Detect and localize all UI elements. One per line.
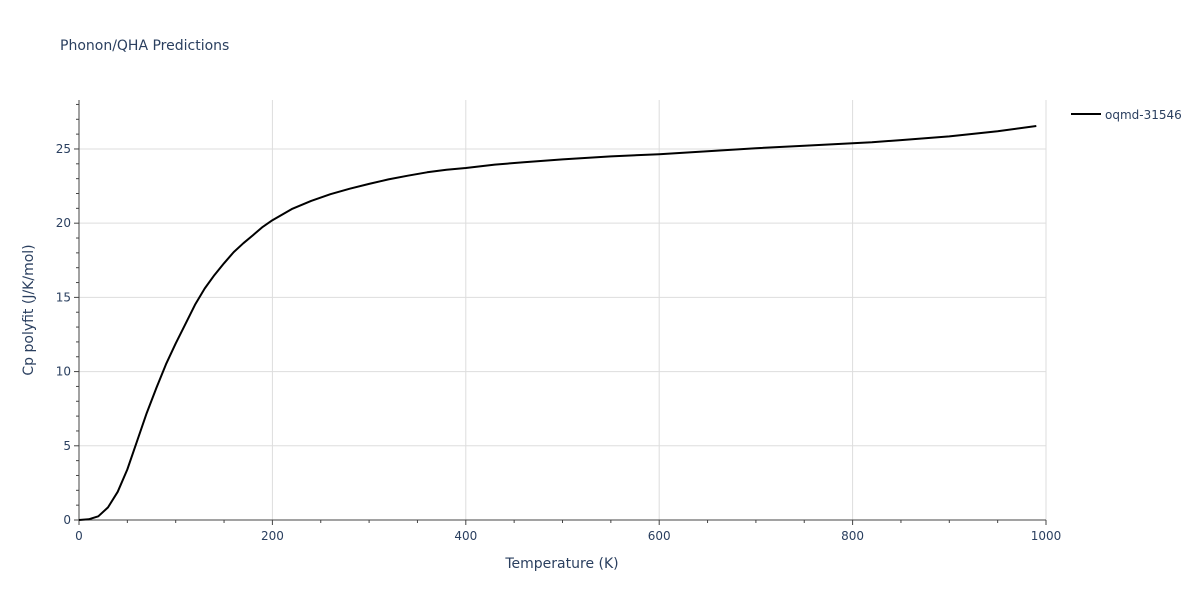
y-tick-label: 10	[56, 365, 71, 379]
x-tick-label: 800	[841, 529, 864, 543]
x-tick-label: 400	[454, 529, 477, 543]
y-tick-label: 0	[63, 513, 71, 527]
y-tick-label: 25	[56, 142, 71, 156]
series-layer	[78, 125, 1037, 521]
x-tick-label: 200	[261, 529, 284, 543]
y-tick-label: 5	[63, 439, 71, 453]
y-tick-label: 20	[56, 216, 71, 230]
tick-labels: 0 200 400 600 800 1000 0 5 10 15 20 25	[56, 142, 1062, 543]
series-line[interactable]	[78, 125, 1037, 521]
y-tick-label: 15	[56, 290, 71, 304]
legend-label: oqmd-31546	[1105, 108, 1182, 122]
grid	[79, 100, 1047, 520]
x-tick-label: 600	[648, 529, 671, 543]
x-axis-title: Temperature (K)	[504, 556, 618, 572]
legend[interactable]: oqmd-31546	[1071, 108, 1182, 122]
x-tick-label: 1000	[1031, 529, 1062, 543]
chart-title: Phonon/QHA Predictions	[60, 38, 229, 54]
x-tick-label: 0	[75, 529, 83, 543]
y-axis-title: Cp polyfit (J/K/mol)	[21, 244, 37, 375]
axes	[74, 100, 1047, 525]
